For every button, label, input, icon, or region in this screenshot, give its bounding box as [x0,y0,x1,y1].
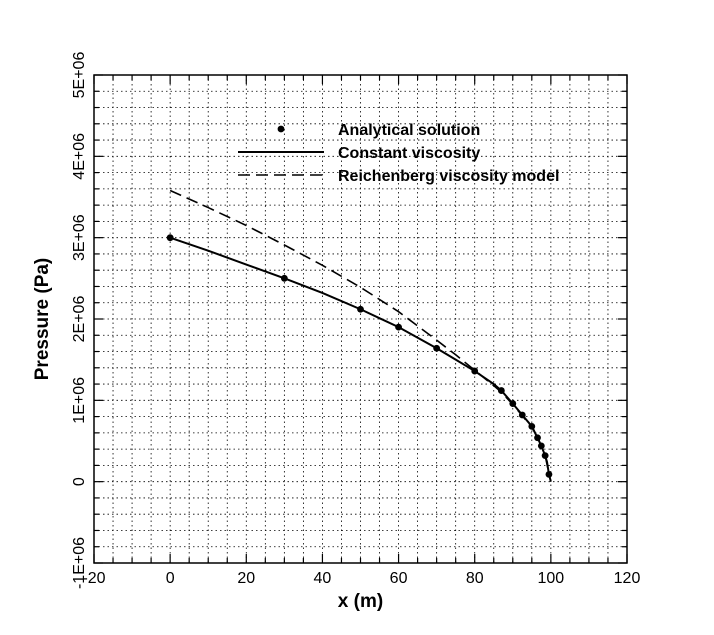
x-tick-label: 0 [166,570,175,587]
y-axis-title: Pressure (Pa) [32,258,53,381]
analytical-point [395,323,402,331]
y-tick-label: 1E+06 [71,377,88,424]
legend-label: Analytical solution [338,122,480,139]
x-tick-label: 20 [237,570,255,587]
x-tick-label: 80 [466,570,484,587]
y-tick-label: 5E+06 [71,52,88,99]
analytical-point [509,400,517,407]
y-tick-label: 3E+06 [71,214,88,261]
ticks: -20 0 20 40 60 80 100 120 -1E+06 0 1E+06 2E+06 3E+06… [71,52,640,589]
analytical-point [528,422,536,430]
analytical-point [471,367,479,375]
analytical-point [545,470,553,478]
analytical-point [534,434,541,442]
series-line-constant-viscosity [169,236,552,482]
x-axis-title: x (m) [338,591,383,612]
analytical-point [433,344,441,352]
x-tick-label: -20 [82,570,105,587]
x-tick-label: 100 [538,570,565,587]
analytical-point [497,387,505,394]
legend: Analytical solution Constant viscosity Rei… [238,122,559,185]
legend-marker-analytical [277,125,285,133]
y-tick-label: 2E+06 [71,296,88,343]
series-layer [166,189,553,482]
x-tick-label: 60 [390,570,408,587]
x-tick-label: 120 [614,570,641,587]
analytical-point [280,274,288,282]
y-tick-label: 4E+06 [71,133,88,180]
y-tick-label: -1E+06 [71,537,88,589]
analytical-point [518,411,526,419]
legend-label: Constant viscosity [338,145,480,162]
x-tick-label: 40 [314,570,332,587]
y-tick-label: 0 [71,477,88,486]
analytical-point [166,234,174,242]
analytical-point [537,442,545,450]
analytical-point [541,452,549,460]
legend-label: Reichenberg viscosity model [338,168,559,185]
analytical-point [357,305,364,313]
grid [94,75,627,563]
